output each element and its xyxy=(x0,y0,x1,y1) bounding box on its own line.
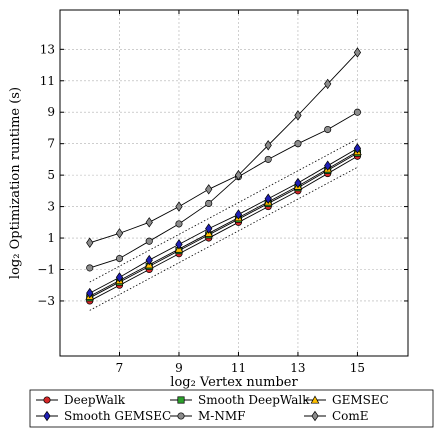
series-line-deepwalk xyxy=(89,155,358,302)
data-point-m-nmf xyxy=(145,237,153,245)
plot-frame xyxy=(59,9,409,357)
data-point-come xyxy=(294,110,302,121)
legend-marker-smooth-gemsec xyxy=(43,410,51,422)
series-line-m-nmf xyxy=(89,111,358,269)
data-point-come xyxy=(234,169,243,181)
data-point-smooth-gemsec xyxy=(115,272,124,283)
legend-marker-m-nmf xyxy=(177,412,185,420)
data-point-come xyxy=(205,184,213,195)
data-point-m-nmf xyxy=(86,264,94,272)
data-point-come xyxy=(145,217,153,228)
data-point-m-nmf xyxy=(175,220,183,228)
data-point-m-nmf xyxy=(294,140,302,148)
bound-line-upper xyxy=(89,138,358,283)
y-tick-label: 3 xyxy=(47,200,55,214)
x-tick-label: 7 xyxy=(116,361,124,375)
legend-item-smooth-deepwalk: Smooth DeepWalk xyxy=(170,393,310,407)
y-tick-label: 5 xyxy=(47,168,55,182)
legend-item-deepwalk: DeepWalk xyxy=(36,393,126,407)
legend-item-gemsec: GEMSEC xyxy=(304,393,389,407)
data-point-m-nmf xyxy=(324,125,332,134)
series-smooth-gemsec xyxy=(86,143,362,299)
series-m-nmf xyxy=(86,108,361,272)
data-point-smooth-gemsec xyxy=(353,143,362,154)
y-tick-label: 1 xyxy=(47,231,55,245)
data-point-come xyxy=(86,237,94,248)
data-point-come xyxy=(324,78,332,90)
legend-label-smooth-deepwalk: Smooth DeepWalk xyxy=(198,393,310,407)
data-point-smooth-gemsec xyxy=(175,239,183,250)
series-come xyxy=(86,47,362,248)
legend-label-deepwalk: DeepWalk xyxy=(64,393,126,407)
legend-label-gemsec: GEMSEC xyxy=(332,393,389,407)
data-point-smooth-gemsec xyxy=(264,193,272,204)
legend-marker-gemsec xyxy=(310,395,320,404)
legend-frame xyxy=(29,389,434,428)
series-group xyxy=(85,47,362,305)
series-line-gemsec xyxy=(89,151,358,297)
series-line-smooth-gemsec xyxy=(89,148,358,294)
data-point-m-nmf xyxy=(353,108,361,116)
data-point-m-nmf xyxy=(115,254,124,263)
y-tick-label: −3 xyxy=(37,294,55,308)
legend-item-smooth-gemsec: Smooth GEMSEC xyxy=(36,409,171,423)
x-tick-label: 11 xyxy=(231,361,246,375)
grid-lines xyxy=(60,10,408,356)
data-point-come xyxy=(353,47,362,58)
data-point-smooth-gemsec xyxy=(234,209,243,220)
legend-item-come: ComE xyxy=(304,409,369,423)
legend-marker-deepwalk xyxy=(43,396,51,404)
y-tick-label: 13 xyxy=(40,42,55,56)
legend-label-come: ComE xyxy=(332,409,369,423)
series-line-smooth-deepwalk xyxy=(89,152,358,299)
series-deepwalk xyxy=(86,152,361,305)
legend-item-m-nmf: M-NMF xyxy=(170,409,245,423)
data-point-come xyxy=(175,201,183,212)
x-tick-label: 15 xyxy=(350,361,365,375)
series-line-come xyxy=(89,52,358,244)
data-point-smooth-gemsec xyxy=(205,223,213,234)
y-tick-label: 11 xyxy=(40,74,55,88)
y-axis-label: log₂ Optimization runtime (s) xyxy=(8,87,23,279)
legend-marker-come xyxy=(311,410,319,422)
data-point-come xyxy=(264,140,272,151)
bound-line-lower xyxy=(89,166,358,311)
y-tick-label: −1 xyxy=(37,263,55,277)
data-point-m-nmf xyxy=(205,199,213,207)
data-point-m-nmf xyxy=(264,155,272,163)
x-tick-label: 13 xyxy=(290,361,305,375)
x-axis-label: log₂ Vertex number xyxy=(170,375,298,390)
bound-lines xyxy=(89,138,358,311)
legend-label-smooth-gemsec: Smooth GEMSEC xyxy=(64,409,171,423)
data-point-smooth-gemsec xyxy=(145,254,153,266)
legend-marker-smooth-deepwalk xyxy=(177,396,185,404)
data-point-smooth-gemsec xyxy=(324,160,332,171)
x-tick-label: 9 xyxy=(175,361,183,375)
y-tick-label: 7 xyxy=(47,137,55,151)
legend: DeepWalk Smooth DeepWalk GEMSEC Smooth GEMS… xyxy=(29,389,434,428)
legend-label-m-nmf: M-NMF xyxy=(198,409,245,423)
data-point-smooth-gemsec xyxy=(86,287,94,299)
data-point-come xyxy=(115,228,124,239)
data-point-smooth-gemsec xyxy=(294,177,302,189)
y-tick-label: 9 xyxy=(47,105,55,119)
